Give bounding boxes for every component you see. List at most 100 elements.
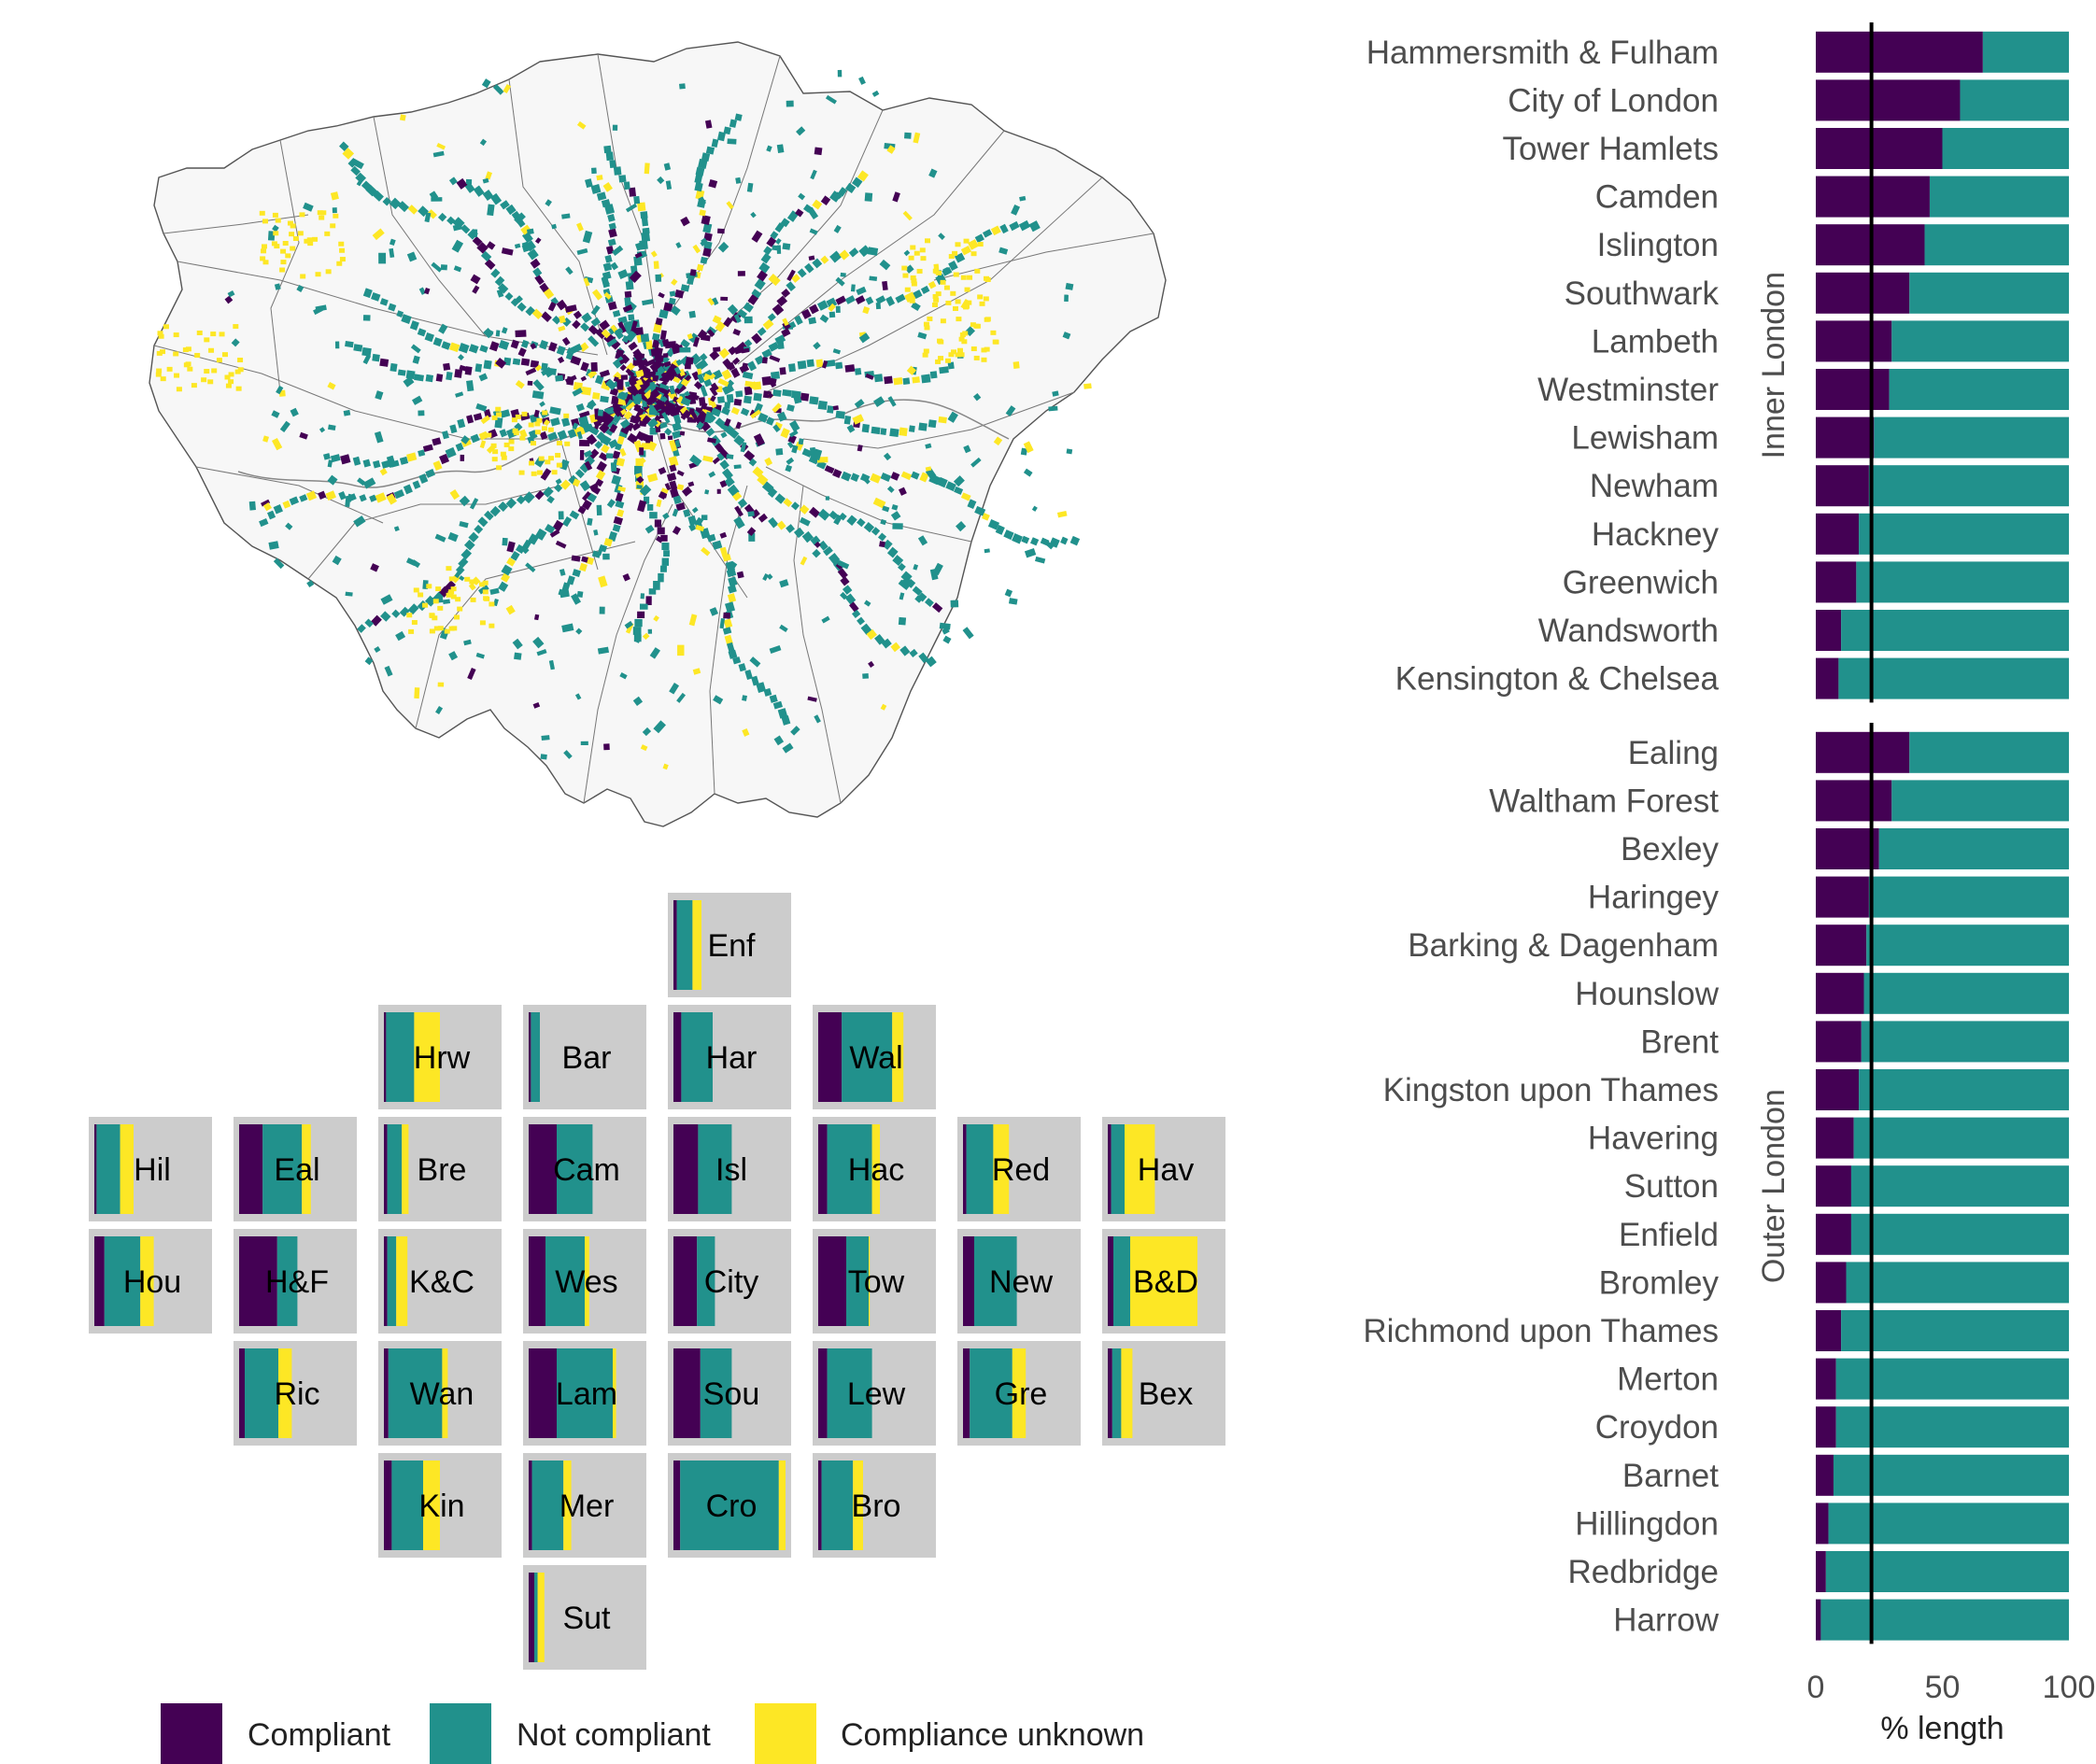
route-segment: [929, 371, 938, 379]
bar-not-compliant: [1828, 1503, 2069, 1545]
route-segment: [405, 370, 416, 380]
route-segment: [530, 258, 541, 269]
route-segment: [156, 350, 163, 356]
bar-not-compliant: [1859, 1069, 2069, 1110]
route-segment: [812, 199, 823, 210]
route-segment: [443, 362, 451, 371]
route-segment: [835, 305, 841, 314]
route-segment: [620, 374, 629, 380]
bar-compliant: [1816, 1406, 1836, 1448]
route-segment: [662, 353, 669, 359]
bar-not-compliant: [1909, 731, 2069, 773]
route-segment: [918, 422, 928, 431]
route-segment: [898, 562, 906, 572]
route-segment: [228, 379, 234, 385]
route-segment: [800, 392, 810, 402]
route-segment: [502, 537, 508, 546]
route-segment: [723, 126, 731, 135]
bar-not-compliant: [1856, 561, 2069, 603]
route-segment: [685, 363, 691, 370]
tile-bar-compliant: [239, 1348, 245, 1438]
route-segment: [712, 315, 722, 325]
route-segment: [355, 172, 367, 184]
route-segment: [702, 222, 713, 233]
tile-bar-not-compliant: [827, 1348, 872, 1438]
route-segment: [650, 250, 658, 258]
route-segment: [984, 346, 990, 352]
route-segment: [708, 471, 716, 478]
route-segment: [597, 646, 610, 655]
route-segment: [661, 493, 668, 499]
route-segment: [603, 145, 612, 154]
route-segment: [473, 413, 483, 421]
route-segment: [841, 471, 852, 482]
route-segment: [694, 182, 703, 192]
route-segment: [522, 491, 535, 504]
route-segment: [942, 635, 952, 644]
bar-category-label: Havering: [1588, 1121, 1719, 1157]
route-segment: [353, 344, 363, 352]
route-segment: [716, 488, 721, 494]
route-segment: [782, 388, 792, 397]
route-segment: [612, 310, 621, 318]
route-segment: [645, 596, 652, 606]
route-segment: [720, 431, 728, 439]
route-segment: [906, 365, 917, 375]
route-segment: [945, 481, 956, 492]
route-segment: [680, 378, 689, 388]
route-segment: [478, 582, 485, 587]
tile-bar-unknown: [442, 1348, 448, 1438]
route-segment: [721, 369, 732, 380]
route-segment: [482, 589, 489, 595]
route-segment: [490, 443, 497, 448]
route-segment: [945, 300, 952, 305]
route-segment: [576, 247, 588, 256]
route-segment: [654, 354, 664, 362]
route-segment: [999, 223, 1009, 234]
route-segment: [772, 303, 785, 316]
route-segment: [952, 306, 958, 312]
route-segment: [564, 304, 577, 313]
route-segment: [612, 124, 618, 131]
bar-compliant: [1816, 828, 1879, 869]
route-segment: [602, 553, 610, 560]
borough-tile: Wan: [378, 1341, 502, 1446]
route-segment: [640, 333, 650, 343]
route-segment: [763, 246, 772, 256]
route-segment: [273, 557, 285, 570]
route-segment: [340, 454, 351, 465]
route-segment: [672, 526, 682, 535]
route-segment: [157, 331, 163, 336]
route-segment: [899, 592, 905, 600]
tile-bar-not-compliant: [680, 1461, 779, 1550]
route-segment: [599, 452, 609, 461]
route-segment: [613, 166, 622, 176]
tile-bar-compliant: [1108, 1236, 1113, 1326]
route-segment: [812, 548, 821, 558]
route-segment: [216, 358, 222, 363]
route-segment: [447, 531, 459, 543]
route-segment: [364, 618, 374, 628]
route-segment: [863, 522, 875, 533]
route-segment: [670, 487, 679, 499]
route-segment: [880, 428, 887, 435]
route-segment: [871, 426, 881, 435]
route-segment: [572, 319, 581, 330]
route-segment: [702, 247, 712, 258]
route-segment: [605, 246, 615, 255]
route-segment: [514, 243, 521, 249]
route-segment: [605, 151, 614, 162]
tile-bar-unknown: [1125, 1124, 1155, 1214]
route-segment: [644, 359, 656, 368]
route-segment: [713, 695, 724, 705]
route-segment: [948, 254, 955, 260]
route-segment: [913, 132, 921, 144]
route-segment: [555, 374, 564, 382]
route-segment: [393, 489, 405, 500]
route-segment: [890, 642, 901, 653]
route-segment: [534, 364, 543, 372]
route-segment: [556, 345, 566, 356]
tile-label: Hou: [123, 1264, 181, 1300]
tile-bar-not-compliant: [1111, 1124, 1125, 1214]
route-segment: [607, 301, 617, 311]
